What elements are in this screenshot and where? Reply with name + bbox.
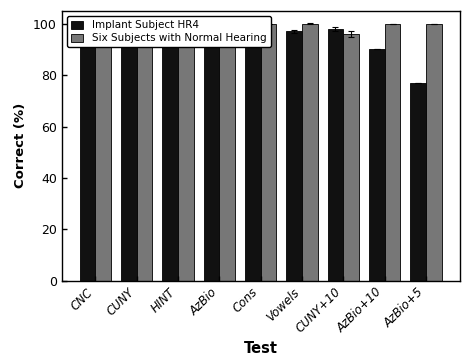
- Bar: [137, 26, 153, 281]
- Legend: Implant Subject HR4, Six Subjects with Normal Hearing: Implant Subject HR4, Six Subjects with N…: [67, 16, 271, 48]
- Bar: [95, 29, 111, 281]
- Bar: [343, 34, 359, 281]
- Bar: [385, 24, 401, 281]
- Bar: [121, 24, 137, 281]
- Bar: [163, 24, 178, 281]
- Bar: [178, 24, 194, 281]
- Bar: [219, 24, 235, 281]
- Y-axis label: Correct (%): Correct (%): [14, 103, 27, 188]
- Bar: [245, 39, 261, 281]
- Bar: [261, 24, 276, 281]
- Bar: [204, 29, 219, 281]
- Bar: [328, 29, 343, 281]
- Bar: [410, 83, 426, 281]
- Bar: [369, 49, 385, 281]
- Bar: [426, 24, 442, 281]
- Bar: [302, 24, 318, 281]
- X-axis label: Test: Test: [244, 341, 278, 356]
- Bar: [80, 24, 95, 281]
- Bar: [286, 31, 302, 281]
